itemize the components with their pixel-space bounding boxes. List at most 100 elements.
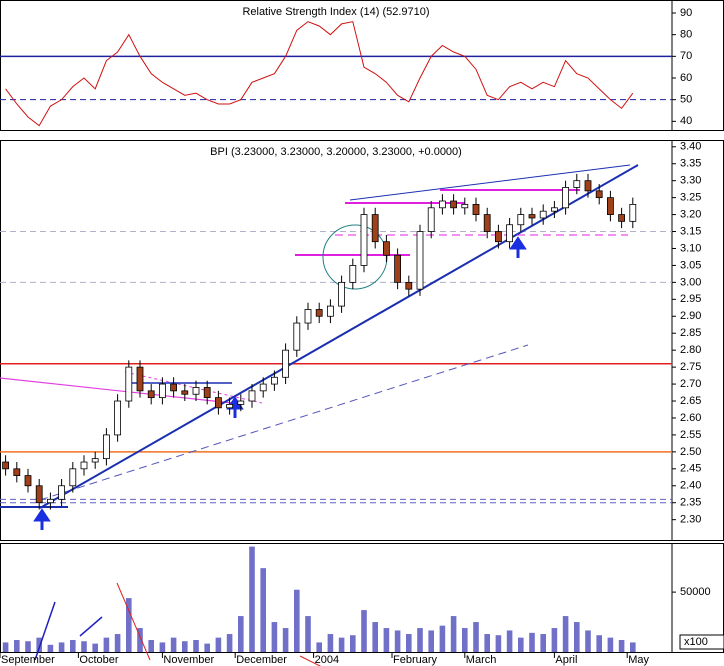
y-tick-label: 2.55 [680, 429, 701, 441]
candle-body [24, 475, 32, 487]
volume-bar [226, 634, 233, 652]
volume-bar [238, 616, 244, 652]
volume-bar [540, 634, 546, 652]
volume-bar [439, 625, 446, 652]
volume-bar [350, 635, 356, 652]
volume-bar [182, 641, 188, 652]
volume-bar [148, 640, 154, 652]
y-tick-label: 2.30 [680, 514, 701, 526]
volume-bar [529, 632, 535, 652]
candle-body [315, 309, 323, 317]
candle-body [114, 400, 121, 436]
x-tick-label: May [628, 654, 649, 666]
y-tick-label: 2.45 [680, 463, 701, 475]
y-tick-label: 2.90 [680, 310, 701, 322]
candle-body [562, 187, 569, 209]
y-tick-label: 3.05 [680, 259, 701, 271]
volume-bar [428, 630, 434, 652]
x-tick-label: November [163, 654, 214, 666]
volume-bar [103, 637, 110, 652]
candle-body [338, 281, 346, 307]
x-tick-label: September [1, 654, 55, 666]
trend-line [39, 344, 529, 501]
y-tick-label: 50 [680, 94, 692, 106]
y-tick-label: 3.25 [680, 192, 701, 204]
volume-bar [338, 637, 345, 652]
candle-body [450, 200, 458, 209]
trend-line [39, 164, 639, 509]
volume-bar [372, 622, 378, 652]
y-tick-label: 50000 [680, 586, 711, 598]
candle-body [293, 322, 301, 351]
y-tick-label: 90 [680, 7, 692, 19]
volume-bar [305, 616, 311, 652]
candle-body [136, 366, 144, 392]
candle-body [147, 390, 155, 399]
candle-body [158, 383, 166, 399]
candle-body [595, 190, 603, 199]
trend-line [0, 377, 233, 404]
volume-bar [70, 640, 76, 652]
volume-bar [126, 598, 132, 652]
candle-body [394, 254, 402, 283]
candle-body [382, 241, 390, 256]
volume-bar [282, 628, 289, 652]
candle-body [371, 214, 379, 243]
candle-body [170, 383, 178, 392]
volume-bar [562, 616, 569, 652]
volume-bar [596, 635, 602, 652]
candle-body [528, 214, 536, 219]
y-tick-label: 2.80 [680, 344, 701, 356]
candle-body [506, 224, 514, 243]
volume-bar [406, 634, 412, 652]
candle-body [405, 281, 413, 290]
candle-body [2, 461, 9, 470]
chart-title: Relative Strength Index (14) (52.9710) [242, 6, 429, 18]
x-tick-label: 2004 [315, 654, 339, 666]
volume-bar [383, 628, 390, 652]
y-tick-label: 2.35 [680, 497, 701, 509]
y-tick-label: 3.00 [680, 276, 701, 288]
unit-label: x100 [684, 636, 708, 648]
candle-body [80, 461, 88, 470]
volume-bar [361, 610, 367, 652]
y-tick-label: 2.50 [680, 446, 701, 458]
candle-body [472, 204, 480, 215]
volume-trend [79, 616, 103, 637]
candle-body [69, 468, 77, 487]
candle-body [259, 383, 267, 392]
x-tick-label: February [393, 654, 438, 666]
y-tick-label: 3.20 [680, 208, 701, 220]
y-tick-label: 3.15 [680, 225, 701, 237]
volume-bar [394, 630, 401, 652]
volume-bar [518, 637, 524, 652]
y-tick-label: 2.75 [680, 361, 701, 373]
candle-body [237, 400, 245, 405]
chart-title: BPI (3.23000, 3.23000, 3.20000, 3.23000,… [210, 146, 462, 158]
volume-bar [630, 642, 636, 652]
candle-body [103, 434, 110, 460]
volume-bar [316, 642, 322, 652]
y-tick-label: 2.65 [680, 395, 701, 407]
highlight-circle [322, 224, 388, 290]
volume-bar [585, 630, 591, 652]
y-tick-label: 40 [680, 115, 692, 127]
y-tick-label: 3.35 [680, 158, 701, 170]
candle-body [248, 390, 256, 402]
candle-body [13, 468, 21, 476]
candle-body [226, 404, 234, 409]
x-tick-label: March [466, 654, 497, 666]
volume-bar [193, 640, 199, 652]
volume-bar [25, 641, 31, 652]
y-tick-label: 3.10 [680, 242, 701, 254]
candle-body [181, 390, 189, 395]
y-tick-label: 2.85 [680, 327, 701, 339]
candle-body [326, 305, 334, 317]
volume-bar [170, 637, 177, 652]
candle-body [427, 207, 435, 232]
volume-bar [14, 640, 20, 652]
volume-trend [116, 582, 151, 661]
volume-bar [495, 635, 502, 652]
